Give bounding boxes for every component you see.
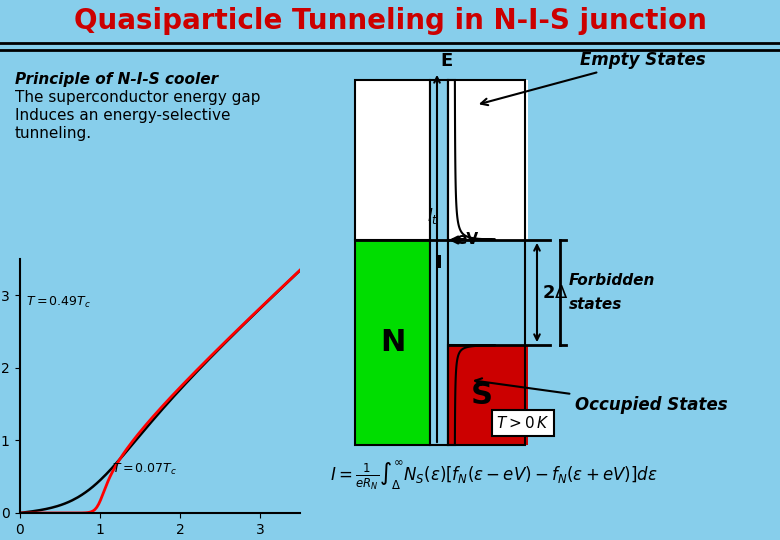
- Text: Forbidden: Forbidden: [569, 273, 655, 288]
- Text: $T = 0.07T_c$: $T = 0.07T_c$: [112, 462, 177, 477]
- Bar: [448, 345, 528, 445]
- Text: Empty States: Empty States: [481, 51, 706, 105]
- Polygon shape: [448, 80, 495, 240]
- Text: $I_t$: $I_t$: [427, 206, 439, 226]
- Text: Principle of N-I-S cooler: Principle of N-I-S cooler: [15, 72, 218, 87]
- Bar: [430, 80, 448, 445]
- Text: I: I: [436, 253, 442, 272]
- Text: Induces an energy-selective: Induces an energy-selective: [15, 108, 231, 123]
- Bar: [355, 240, 430, 445]
- Bar: [448, 80, 528, 240]
- Text: $T = 0.49T_c$: $T = 0.49T_c$: [26, 295, 91, 310]
- Text: S: S: [470, 381, 492, 409]
- Bar: [448, 80, 525, 445]
- Text: eV: eV: [456, 233, 478, 247]
- Text: 2$\Delta$: 2$\Delta$: [542, 284, 569, 301]
- Text: $I = \frac{1}{eR_N}\int_{\Delta}^{\infty}N_S(\varepsilon)[f_N(\varepsilon-eV)-f_: $I = \frac{1}{eR_N}\int_{\Delta}^{\infty…: [330, 458, 658, 492]
- Polygon shape: [448, 345, 495, 445]
- Bar: [355, 80, 430, 240]
- Text: Quasiparticle Tunneling in N-I-S junction: Quasiparticle Tunneling in N-I-S junctio…: [73, 7, 707, 35]
- Text: The superconductor energy gap: The superconductor energy gap: [15, 90, 261, 105]
- Text: E: E: [440, 52, 452, 70]
- Text: $T > 0\,K$: $T > 0\,K$: [496, 415, 550, 431]
- Text: states: states: [569, 297, 622, 312]
- Text: Occupied States: Occupied States: [475, 379, 728, 414]
- Bar: [448, 240, 555, 345]
- Text: N: N: [380, 328, 405, 357]
- Text: tunneling.: tunneling.: [15, 126, 92, 141]
